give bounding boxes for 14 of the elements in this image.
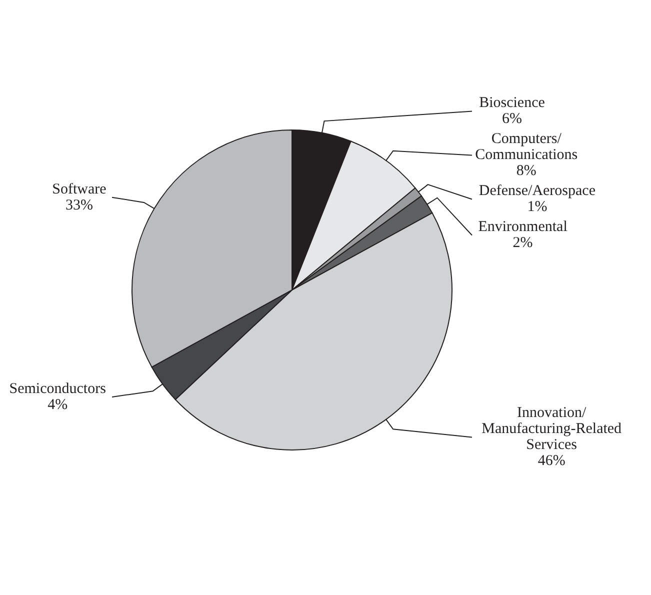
data-label: 2% <box>512 235 533 252</box>
slice-label: Environmental <box>478 219 568 236</box>
data-label: 4% <box>48 396 68 413</box>
data-label: 46% <box>538 453 566 470</box>
data-label: 6% <box>502 111 522 128</box>
data-label: 33% <box>65 197 93 214</box>
slice-label: Defense/Aerospace <box>478 183 596 200</box>
data-label: 8% <box>516 163 536 180</box>
slice-label: Software <box>52 181 107 198</box>
slice-label: Computers/Communications <box>475 131 578 164</box>
slice-label: Semiconductors <box>9 380 106 397</box>
slice-label: Bioscience <box>479 95 546 112</box>
data-label: 1% <box>527 199 548 216</box>
slice-label: Innovation/Manufacturing-Related Services <box>482 405 622 454</box>
